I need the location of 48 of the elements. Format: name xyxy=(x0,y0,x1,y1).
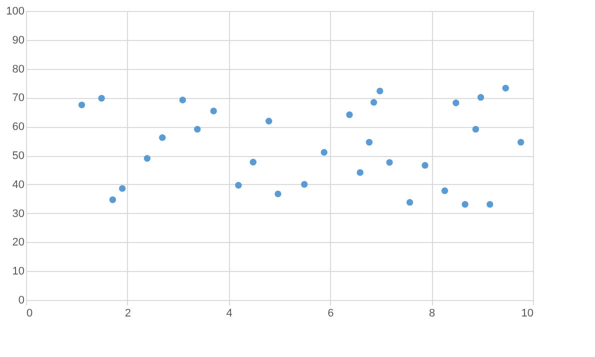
point xyxy=(274,190,282,198)
point xyxy=(502,84,509,92)
point xyxy=(517,138,524,146)
point xyxy=(406,198,414,206)
x-tick-label: 2 xyxy=(124,308,131,320)
point xyxy=(422,162,428,169)
point xyxy=(320,148,328,156)
point xyxy=(441,187,448,194)
point xyxy=(159,134,166,141)
point xyxy=(210,108,217,114)
y-tick-label: 60 xyxy=(12,121,24,134)
point xyxy=(266,118,272,124)
point xyxy=(486,200,494,208)
point xyxy=(194,126,201,133)
point xyxy=(300,181,308,188)
point xyxy=(109,196,116,204)
point xyxy=(98,94,105,102)
y-tick-label: 40 xyxy=(12,178,24,191)
point xyxy=(346,111,353,118)
point xyxy=(235,182,242,189)
point xyxy=(462,200,468,208)
point xyxy=(118,185,126,192)
point xyxy=(366,138,373,146)
point xyxy=(477,94,484,101)
point xyxy=(452,100,460,106)
point xyxy=(179,96,186,104)
x-tick-label: 0 xyxy=(26,308,33,320)
point xyxy=(370,98,378,106)
y-tick-label: 20 xyxy=(12,236,24,249)
y-tick-label: 90 xyxy=(12,34,24,46)
x-tick-label: 8 xyxy=(429,308,436,320)
y-tick-label: 80 xyxy=(12,63,24,76)
x-tick-label: 6 xyxy=(328,308,334,320)
y-tick-label: 100 xyxy=(6,6,24,18)
point xyxy=(386,159,393,166)
point xyxy=(250,158,256,166)
x-tick-label: 4 xyxy=(226,308,232,320)
y-tick-label: 70 xyxy=(12,92,24,104)
point xyxy=(356,169,364,176)
y-tick-label: 10 xyxy=(12,266,24,278)
point xyxy=(472,126,480,133)
y-tick-label: 30 xyxy=(12,208,24,220)
point xyxy=(78,102,86,108)
point xyxy=(144,155,151,162)
point xyxy=(376,88,384,94)
y-tick-label: 0 xyxy=(18,294,24,306)
x-tick-label: 10 xyxy=(521,308,534,320)
y-tick-label: 50 xyxy=(12,150,24,162)
